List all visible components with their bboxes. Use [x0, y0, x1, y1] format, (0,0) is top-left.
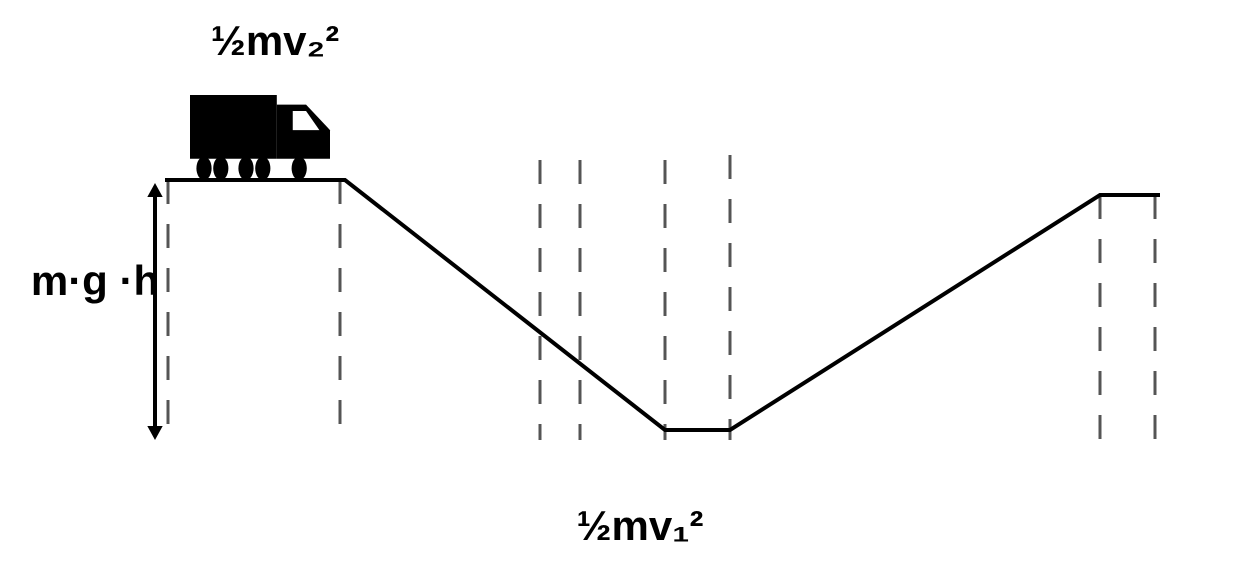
background: [0, 0, 1240, 583]
label-bottom_ke: ½mv₁²: [576, 502, 703, 549]
label-top_ke: ½mv₂²: [211, 17, 339, 64]
label-pe: m·g ·h: [31, 257, 159, 304]
